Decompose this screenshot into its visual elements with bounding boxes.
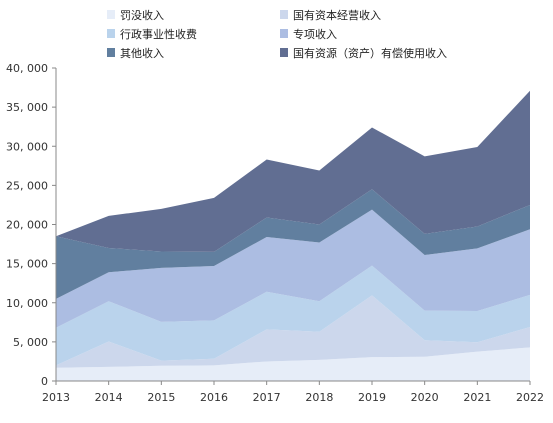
axes: 0 5, 000 10, 000 15, 000 20, 000 25, 000 30, 0… xyxy=(6,62,544,404)
area-series-1 xyxy=(56,295,530,368)
legend-item-2: 行政事业性收费 xyxy=(107,27,197,41)
legend-item-3: 专项收入 xyxy=(280,27,337,41)
legend-swatch xyxy=(280,10,288,19)
x-tick-label: 2013 xyxy=(42,391,70,404)
legend-item-4: 其他收入 xyxy=(107,46,164,60)
x-tick-label: 2014 xyxy=(95,391,123,404)
x-tick-label: 2017 xyxy=(253,391,281,404)
y-tick-label: 35, 000 xyxy=(6,101,48,114)
y-tick-label: 25, 000 xyxy=(6,179,48,192)
x-tick-label: 2018 xyxy=(305,391,333,404)
legend-label: 国有资源（资产）有偿使用收入 xyxy=(293,46,447,60)
area-series-3 xyxy=(56,209,530,328)
legend-swatch xyxy=(107,10,115,19)
legend-swatch xyxy=(107,29,115,38)
legend-swatch xyxy=(107,48,115,57)
area-series-4 xyxy=(56,189,530,299)
x-tick-label: 2016 xyxy=(200,391,228,404)
x-tick-label: 2015 xyxy=(147,391,175,404)
legend-item-1: 国有资本经营收入 xyxy=(280,8,381,22)
legend-label: 行政事业性收费 xyxy=(120,27,197,41)
y-tick-label: 40, 000 xyxy=(6,62,48,75)
legend-label: 罚没收入 xyxy=(120,8,164,22)
legend-label: 其他收入 xyxy=(120,46,164,60)
x-tick-label: 2022 xyxy=(516,391,544,404)
x-tick-label: 2021 xyxy=(463,391,491,404)
legend-item-0: 罚没收入 xyxy=(107,8,164,22)
y-tick-label: 15, 000 xyxy=(6,258,48,271)
area-series-0 xyxy=(56,347,530,381)
legend-swatch xyxy=(280,48,288,57)
area-series-5 xyxy=(56,90,530,252)
legend-label: 专项收入 xyxy=(293,27,337,41)
y-tick-label: 5, 000 xyxy=(13,336,48,349)
y-tick-label: 30, 000 xyxy=(6,140,48,153)
y-tick-label: 10, 000 xyxy=(6,297,48,310)
y-tick-label: 0 xyxy=(41,375,48,388)
legend-label: 国有资本经营收入 xyxy=(293,8,381,22)
x-tick-label: 2020 xyxy=(411,391,439,404)
y-tick-label: 20, 000 xyxy=(6,219,48,232)
area-series-2 xyxy=(56,265,530,366)
legend-item-5: 国有资源（资产）有偿使用收入 xyxy=(280,46,447,60)
plot-area xyxy=(56,90,530,381)
legend-swatch xyxy=(280,29,288,38)
x-tick-label: 2019 xyxy=(358,391,386,404)
